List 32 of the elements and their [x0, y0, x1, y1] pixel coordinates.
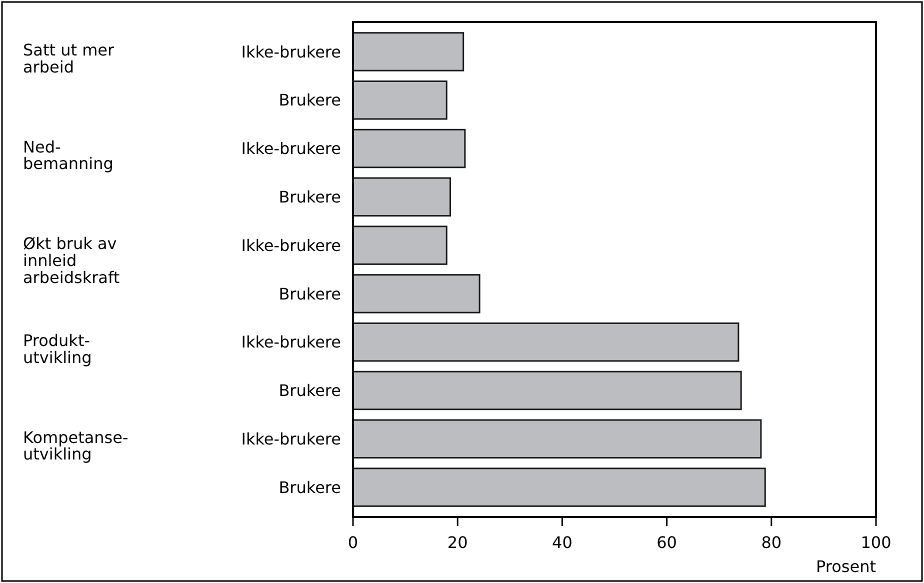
bar: [352, 468, 766, 507]
y-tick-label: Brukere: [278, 381, 341, 400]
bar: [352, 322, 740, 362]
bar: [352, 32, 464, 72]
x-tick-label: 40: [552, 533, 572, 552]
text: Økt bruk av innleid arbeidskraft: [23, 234, 120, 287]
y-tick-label: Ikke-brukere: [241, 42, 341, 62]
x-tick-label: 60: [656, 533, 677, 552]
text: Kompetanse- utvikling: [23, 428, 128, 464]
text: Produkt- utvikling: [23, 331, 92, 367]
bar: [352, 274, 480, 314]
x-tick-label: 20: [447, 533, 468, 552]
bar: [352, 128, 466, 168]
bar: [352, 370, 742, 410]
bar: [352, 177, 452, 217]
y-tick-label: Brukere: [278, 478, 341, 497]
y-tick-label: Brukere: [278, 284, 341, 304]
x-tick-label: 80: [761, 533, 782, 552]
y-tick-label: Brukere: [278, 188, 341, 207]
bar: [352, 80, 448, 120]
y-tick-label: Ikke-brukere: [241, 236, 341, 255]
text: Satt ut mer arbeid: [23, 40, 115, 76]
y-tick-label: Ikke-brukere: [241, 429, 341, 448]
bar: [352, 419, 762, 459]
y-tick-label: Ikke-brukere: [241, 332, 341, 352]
text: Ned- bemanning: [23, 137, 114, 174]
x-tick-label: 0: [348, 533, 358, 552]
y-tick-label: Ikke-brukere: [241, 139, 341, 158]
y-tick-label: Brukere: [278, 90, 341, 110]
x-axis-title: Prosent: [816, 557, 876, 576]
bar: [352, 226, 448, 265]
x-tick-label: 100: [860, 533, 892, 552]
